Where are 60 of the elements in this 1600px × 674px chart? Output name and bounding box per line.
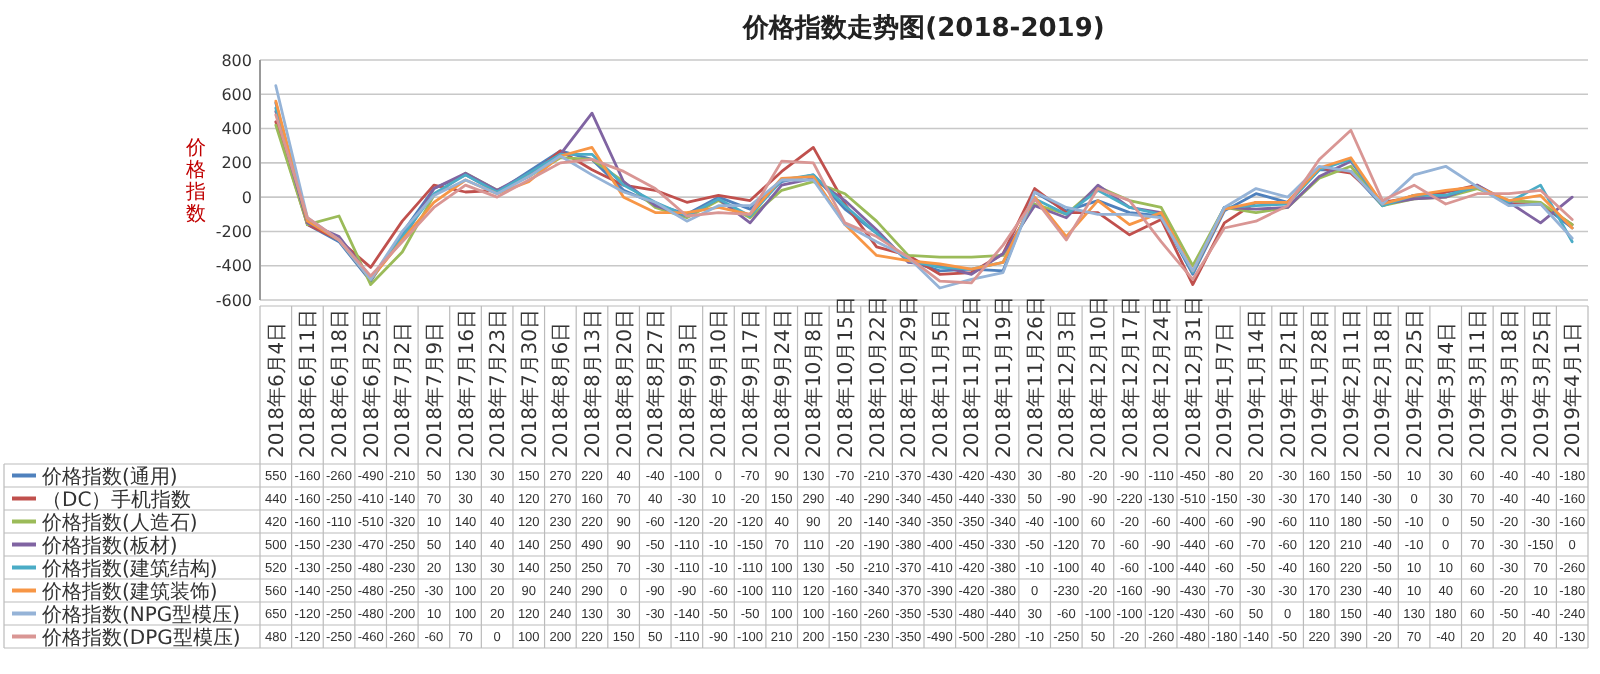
y-axis-title: 价格指数 [184,136,206,226]
x-tick-label: 2018年11月5日 [928,308,953,458]
x-tick-label: 2018年7月16日 [454,308,479,458]
x-tick-label: 2018年6月11日 [296,308,321,458]
x-tick-label: 2018年9月17日 [739,308,764,458]
x-tick-label: 2018年8月6日 [549,321,574,458]
x-tick-label: 2018年11月12日 [960,296,985,458]
x-tick-label: 2018年10月22日 [865,296,890,458]
y-tick-label: -200 [215,223,252,242]
x-tick-label: 2018年8月20日 [612,308,637,458]
x-tick-label: 2019年1月7日 [1213,321,1238,458]
x-tick-label: 2019年1月28日 [1308,308,1333,458]
y-tick-label: 600 [221,85,252,104]
chart-title: 价格指数走势图(2018-2019) [741,12,1105,44]
x-tick-label: 2018年10月29日 [897,296,922,458]
x-tick-label: 2018年6月25日 [359,308,384,458]
x-tick-label: 2019年3月25日 [1529,308,1554,458]
x-tick-label: 2018年7月30日 [517,308,542,458]
x-tick-label: 2019年4月1日 [1561,321,1586,458]
x-tick-label: 2018年8月13日 [581,308,605,458]
legend-label: 价格指数(建筑装饰) [40,579,218,604]
legend-label: 价格指数(通用) [40,464,178,489]
x-tick-label: 2018年6月18日 [328,308,353,458]
x-tick-label: 2019年3月11日 [1466,308,1491,458]
x-tick-label: 2019年3月18日 [1497,308,1522,458]
x-tick-label: 2018年10月15日 [833,296,858,458]
x-tick-label: 2019年2月18日 [1371,308,1396,458]
y-tick-label: 800 [221,51,252,70]
x-tick-label: 2018年9月3日 [675,321,700,458]
x-tick-label: 2019年2月25日 [1403,308,1428,458]
legend-label: 价格指数(建筑结构) [40,556,218,581]
x-tick-label: 2019年1月21日 [1276,308,1301,458]
y-tick-label: 400 [221,120,252,139]
legend-label: 价格指数(DPG型模压) [40,625,241,650]
x-tick-label: 2018年12月24日 [1150,296,1175,458]
x-tick-label: 2018年7月9日 [422,321,447,458]
y-tick-label: -400 [215,257,252,276]
legend-label: 价格指数(人造石) [40,510,198,535]
x-tick-label: 2018年11月19日 [992,296,1017,458]
x-tick-label: 2019年1月14日 [1245,308,1269,458]
x-tick-label: 2018年8月27日 [644,308,669,458]
x-tick-label: 2019年3月4日 [1434,321,1459,458]
y-tick-label: 200 [221,154,252,173]
x-tick-label: 2018年12月31日 [1181,296,1206,458]
legend-label: （DC）手机指数 [42,487,192,512]
x-tick-label: 2019年2月11日 [1339,308,1364,458]
x-tick-label: 2018年9月24日 [770,308,795,458]
legend-label: 价格指数(板材) [40,533,178,558]
y-tick-label: -600 [215,291,252,310]
x-tick-label: 2018年12月3日 [1055,308,1080,458]
x-tick-label: 2018年7月23日 [486,308,511,458]
legend-label: 价格指数(NPG型模压) [40,602,241,627]
x-tick-label: 2018年12月17日 [1118,296,1143,458]
x-tick-label: 2018年9月10日 [707,308,732,458]
y-tick-label: 0 [241,188,252,207]
x-tick-label: 2018年11月26日 [1023,296,1048,458]
x-tick-label: 2018年10月8日 [802,308,827,458]
x-tick-label: 2018年6月4日 [264,321,289,458]
x-tick-label: 2018年12月10日 [1086,296,1111,458]
x-tick-label: 2018年7月2日 [391,321,416,458]
